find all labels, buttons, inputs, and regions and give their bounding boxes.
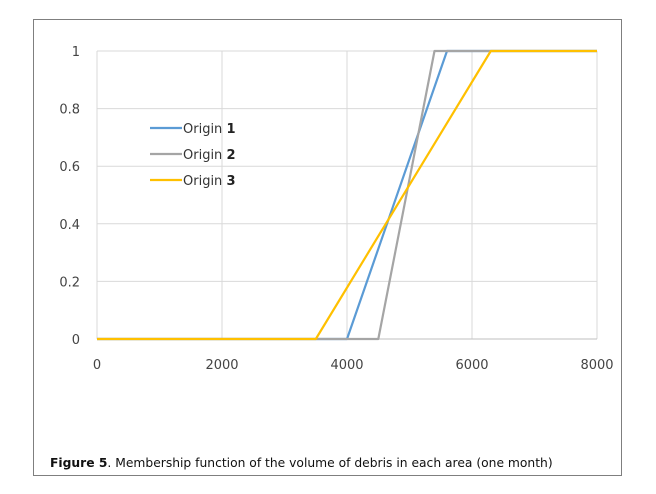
series-lines <box>97 49 597 341</box>
legend-label-3: Origin 3 <box>183 174 235 189</box>
figure-label: Figure 5 <box>50 456 108 470</box>
x-tick-label: 2000 <box>205 358 238 373</box>
y-tick-label: 0.2 <box>59 275 80 290</box>
x-tick-label: 4000 <box>330 358 363 373</box>
y-tick-label: 0.8 <box>59 103 80 118</box>
y-tick-label: 0.6 <box>59 160 80 175</box>
y-tick-label: 0 <box>72 333 80 348</box>
tick-labels: 0 0.2 0.4 0.6 0.8 1 0 2000 4000 6000 8000 <box>59 45 613 373</box>
figure-caption-text: . Membership function of the volume of d… <box>107 456 553 470</box>
y-tick-label: 1 <box>72 45 80 60</box>
figure-caption: Figure 5. Membership function of the vol… <box>50 456 553 470</box>
x-tick-label: 6000 <box>455 358 488 373</box>
y-tick-label: 0.4 <box>59 218 80 233</box>
x-tick-label: 0 <box>93 358 101 373</box>
figure-frame <box>33 19 622 476</box>
grid-lines <box>97 50 598 339</box>
legend-label-2: Origin 2 <box>183 148 235 163</box>
legend-label-1: Origin 1 <box>183 122 235 137</box>
series-line-3 <box>97 49 597 341</box>
legend: Origin 1 Origin 2 Origin 3 <box>150 122 235 189</box>
x-tick-label: 8000 <box>580 358 613 373</box>
